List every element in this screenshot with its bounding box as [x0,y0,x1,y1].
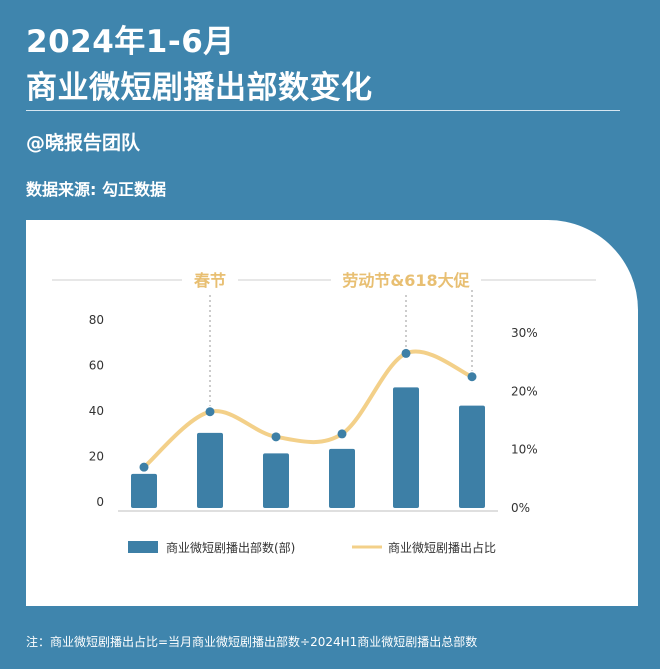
data-source-label: 数据来源: 勾正数据 [26,180,166,199]
annotation-label: 春节 [193,271,226,290]
annotation-label-bg [331,268,481,292]
y-left-tick-label: 0 [96,495,104,509]
legend-line-label: 商业微短剧播出占比 [388,540,496,555]
y-left-tick-label: 40 [89,404,104,418]
header-divider [26,110,620,111]
share-point [467,372,477,382]
share-point [401,348,411,358]
share-point [205,407,215,417]
chart-card: 0 20 40 60 80 0% 10% 20% 30% 春节 劳动节&618大促商业微短剧播出部数… [26,220,638,606]
bar [393,387,419,508]
footnote: 注：商业微短剧播出占比=当月商业微短剧播出部数÷2024H1商业微短剧播出总部数 [26,635,478,649]
chart-title-line2: 商业微短剧播出部数变化 [26,70,373,106]
share-point [271,432,281,442]
y-right-tick-label: 20% [511,384,538,398]
share-point [337,429,347,439]
legend-bar-swatch [128,541,158,553]
y-left-tick-label: 20 [89,450,104,464]
share-line [142,349,474,470]
y-left-tick-label: 80 [89,313,104,327]
bar [263,453,289,508]
chart-title-line1: 2024年1-6月 [26,24,235,60]
y-right-tick-label: 0% [511,501,530,515]
legend-bar-label: 商业微短剧播出部数(部) [166,540,295,555]
y-right-tick-label: 30% [511,326,538,340]
author-label: @晓报告团队 [26,132,141,154]
bar [459,405,485,508]
bar [329,448,355,508]
annotation-label: 劳动节&618大促 [342,271,470,290]
chart-svg: 0 20 40 60 80 0% 10% 20% 30% 春节 劳动节&618大促商业微短剧播出部数… [52,268,596,555]
share-point [139,462,149,472]
y-left-tick-label: 60 [89,359,104,373]
bar [131,473,157,508]
y-right-tick-label: 10% [511,443,538,457]
annotation-label-bg [182,268,238,292]
bar [197,432,223,508]
